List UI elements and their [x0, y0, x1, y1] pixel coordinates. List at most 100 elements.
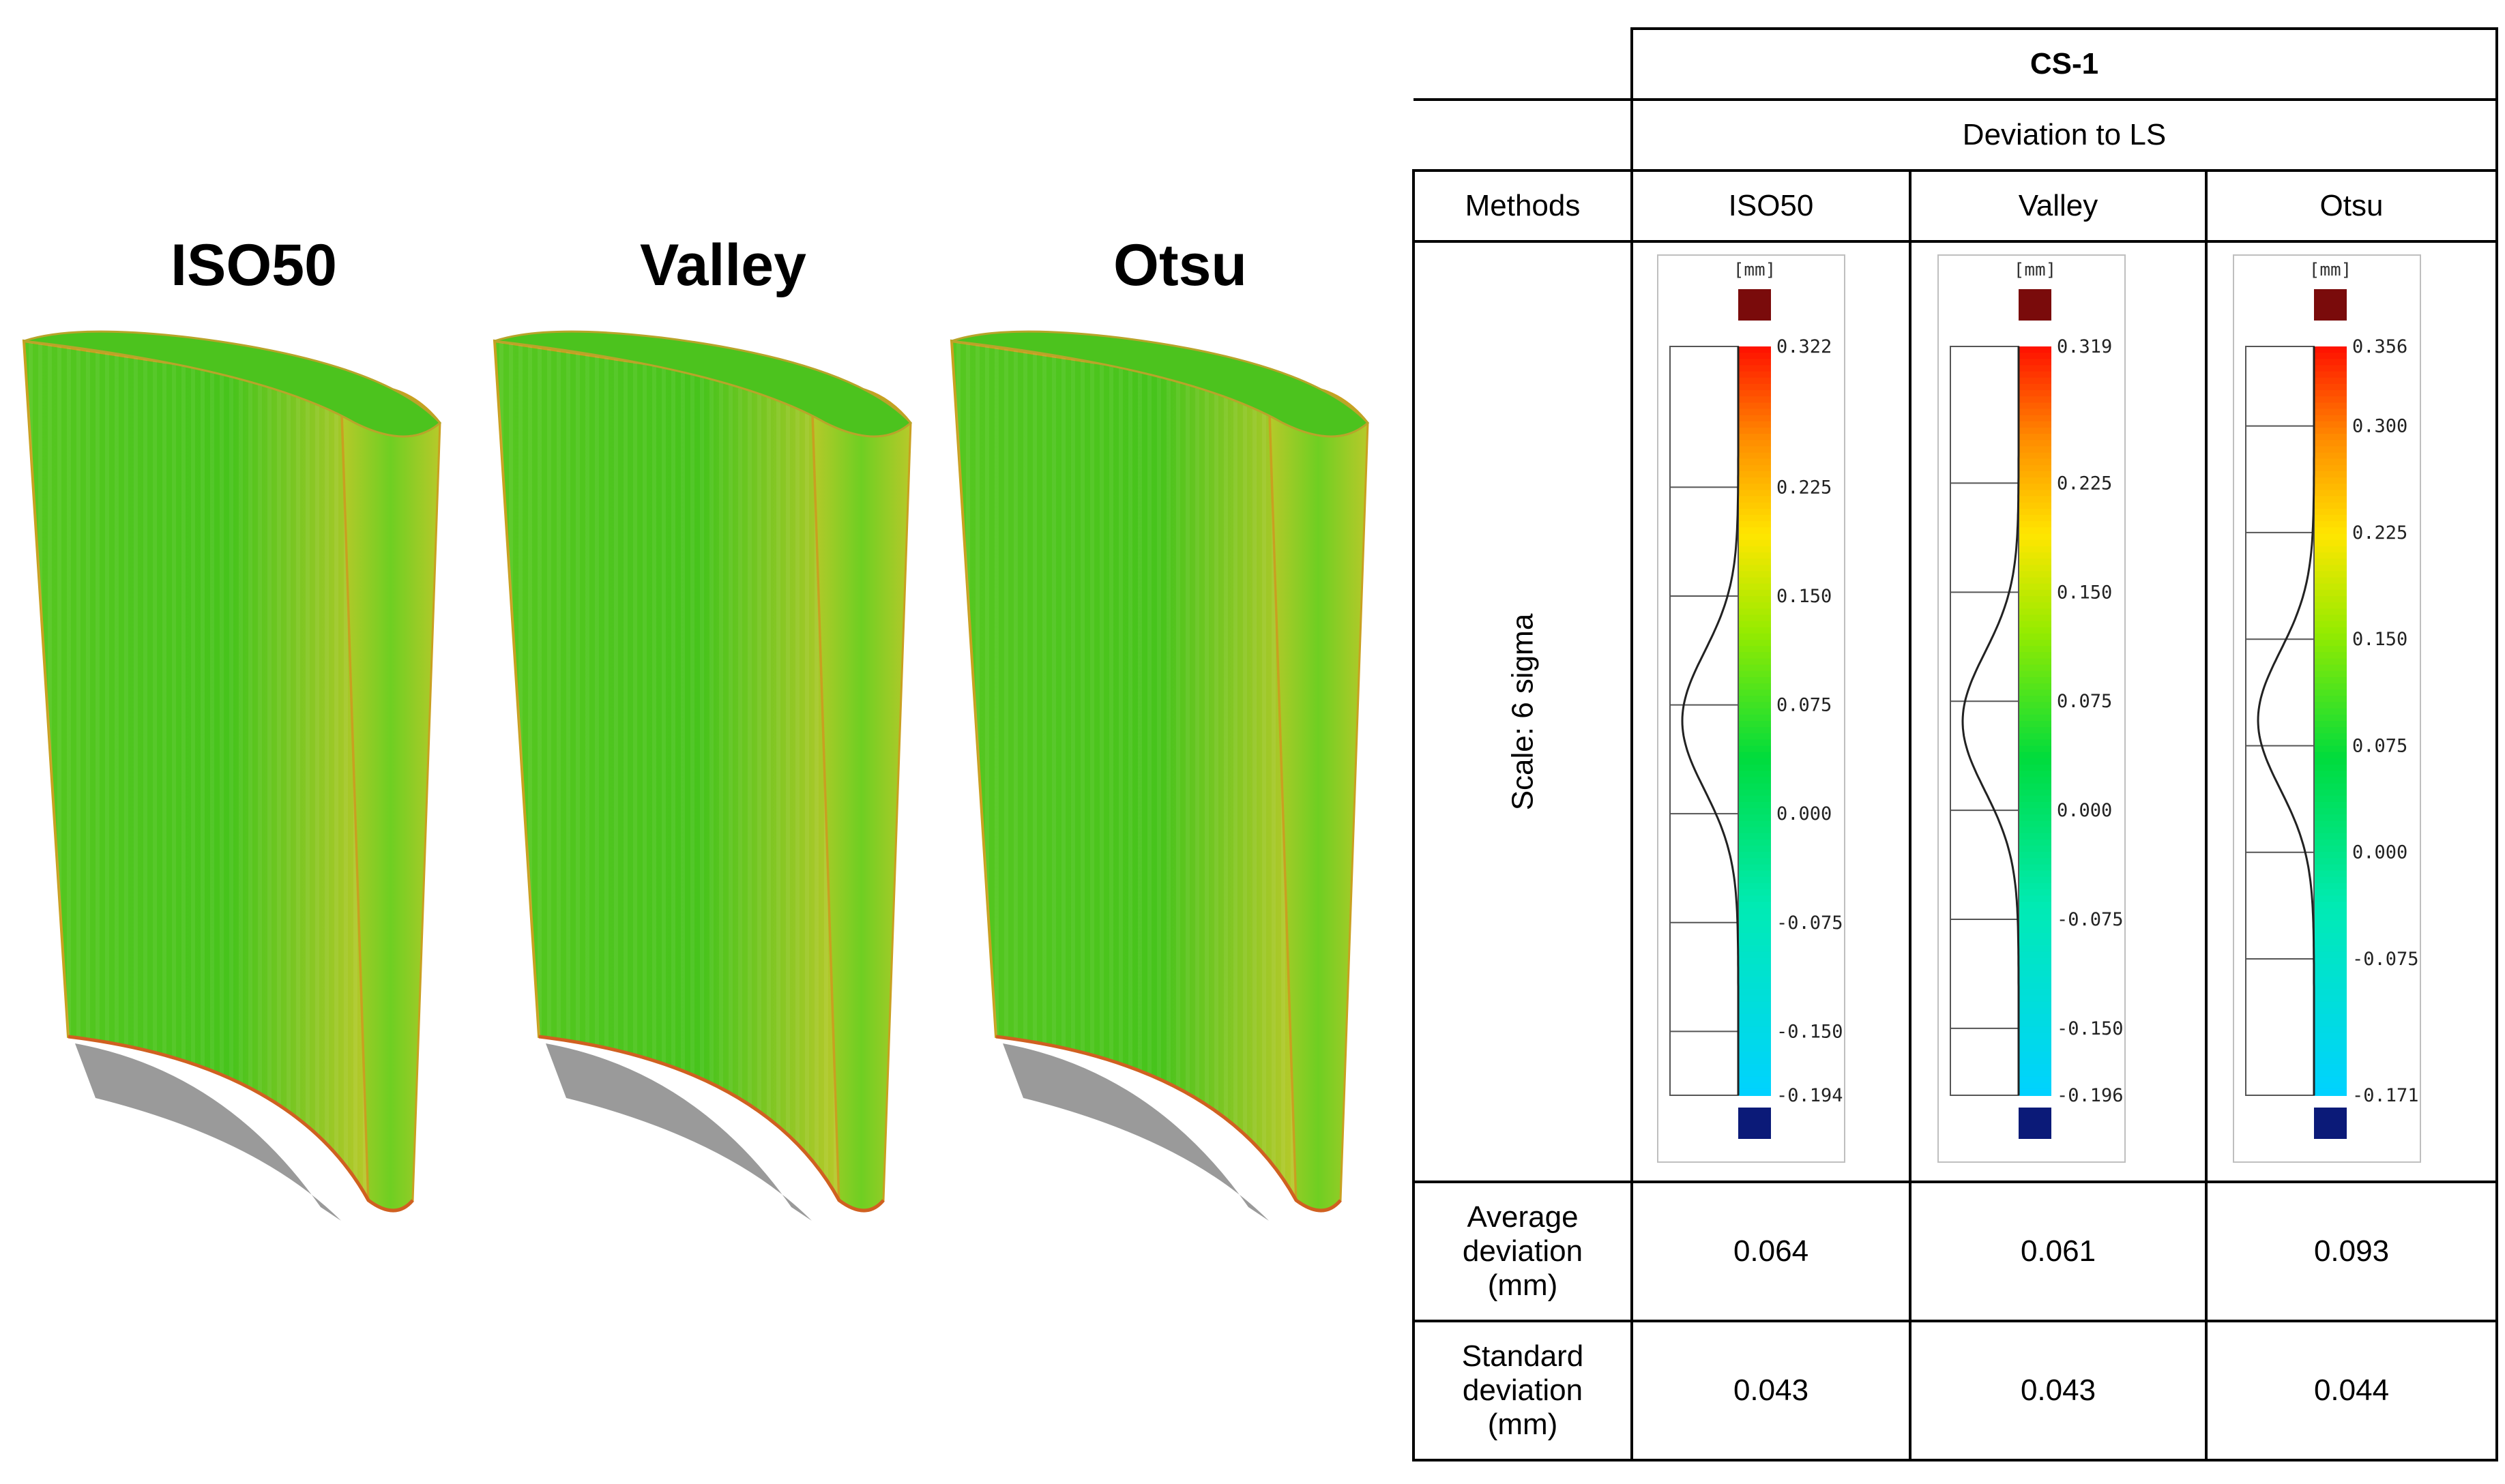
- legend-color-band: [1738, 396, 1771, 404]
- legend-distribution-curve: [1681, 346, 1740, 1095]
- legend-color-band: [2019, 602, 2051, 610]
- legend-color-band: [2019, 833, 2051, 840]
- legend-color-band: [1738, 1064, 1771, 1071]
- legend-color-band: [1738, 745, 1771, 753]
- legend-color-band: [2314, 702, 2347, 709]
- legend-color-band: [1738, 546, 1771, 553]
- legend-color-band: [2019, 714, 2051, 722]
- legend-color-band: [1738, 902, 1771, 909]
- legend-color-band: [2019, 889, 2051, 897]
- legend-color-band: [1738, 583, 1771, 591]
- standard-deviation-iso50: 0.043: [1630, 1320, 1911, 1461]
- legend-color-band: [2019, 721, 2051, 728]
- legend-color-band: [1738, 415, 1771, 422]
- legend-color-band: [2314, 640, 2347, 647]
- legend-unit: [mm]: [2309, 260, 2352, 280]
- legend-color-band: [2019, 539, 2051, 547]
- legend-color-band: [2019, 652, 2051, 659]
- legend-color-band: [2314, 409, 2347, 416]
- legend-color-band: [1738, 533, 1771, 541]
- legend-color-band: [2019, 471, 2051, 479]
- legend-color-band: [1738, 721, 1771, 728]
- legend-color-band: [2314, 477, 2347, 485]
- legend-color-band: [2314, 596, 2347, 604]
- legend-color-band: [1738, 1033, 1771, 1040]
- legend-color-band: [1738, 1051, 1771, 1059]
- legend-color-band: [1738, 421, 1771, 428]
- legend-color-band: [2314, 977, 2347, 984]
- legend-color-band: [1738, 1007, 1771, 1015]
- legend-color-band: [2314, 571, 2347, 578]
- legend-under-limit: [1738, 1108, 1771, 1139]
- legend-color-band: [1738, 708, 1771, 715]
- legend-color-band: [2314, 1020, 2347, 1028]
- legend-color-band: [2314, 846, 2347, 853]
- legend-color-band: [2314, 508, 2347, 516]
- legend-color-band: [2314, 783, 2347, 790]
- legend-tick-label: 0.000: [2057, 800, 2112, 821]
- legend-color-band: [2314, 964, 2347, 971]
- model-render-otsu: [950, 330, 1370, 1221]
- legend-color-band: [2314, 434, 2347, 441]
- legend-color-band: [1738, 820, 1771, 828]
- legend-color-band: [2019, 689, 2051, 697]
- legend-distribution-curve: [2257, 346, 2315, 1095]
- legend-color-band: [1738, 995, 1771, 1003]
- legend-color-band: [2314, 415, 2347, 422]
- legend-color-band: [2314, 926, 2347, 934]
- legend-color-band: [1738, 371, 1771, 379]
- legend-color-band: [2314, 1070, 2347, 1078]
- legend-color-band: [2314, 646, 2347, 653]
- legend-color-band: [2019, 1007, 2051, 1015]
- legend-color-band: [2019, 1039, 2051, 1046]
- legend-color-band: [1738, 908, 1771, 915]
- legend-color-band: [1738, 846, 1771, 853]
- legend-tick-label: 0.300: [2352, 416, 2407, 437]
- legend-color-band: [1738, 409, 1771, 416]
- legend-color-band: [1738, 627, 1771, 634]
- legend-color-band: [1738, 839, 1771, 846]
- legend-color-band: [1738, 359, 1771, 366]
- legend-color-band: [2314, 1001, 2347, 1009]
- legend-color-band: [1738, 783, 1771, 790]
- legend-color-band: [2019, 390, 2051, 398]
- sub-header: Deviation to LS: [1630, 98, 2498, 172]
- legend-color-band: [1738, 383, 1771, 391]
- legend-color-band: [2019, 670, 2051, 678]
- legend-color-band: [2019, 858, 2051, 865]
- model-shadow: [1003, 1043, 1269, 1221]
- legend-color-band: [2314, 589, 2347, 597]
- legend-color-band: [2019, 1045, 2051, 1052]
- legend-color-band: [2019, 477, 2051, 485]
- legend-color-band: [1738, 758, 1771, 766]
- legend-color-band: [2019, 640, 2051, 647]
- legend-color-band: [2019, 527, 2051, 535]
- legend-color-band: [2019, 346, 2051, 354]
- legend-color-band: [2019, 1014, 2051, 1022]
- legend-color-band: [2019, 565, 2051, 572]
- legend-color-band: [2314, 801, 2347, 810]
- legend-color-band: [1738, 696, 1771, 703]
- legend-color-band: [2314, 1082, 2347, 1090]
- legend-color-band: [1738, 683, 1771, 691]
- legend-color-band: [2019, 365, 2051, 372]
- legend-color-band: [2314, 577, 2347, 584]
- legend-color-band: [2019, 571, 2051, 578]
- legend-color-band: [1738, 777, 1771, 784]
- legend-color-band: [2314, 664, 2347, 672]
- legend-color-band: [1738, 733, 1771, 741]
- legend-color-band: [2019, 621, 2051, 628]
- legend-color-band: [2019, 1058, 2051, 1065]
- legend-color-band: [2314, 484, 2347, 491]
- legend-color-band: [2314, 602, 2347, 610]
- legend-color-band: [1738, 951, 1771, 959]
- legend-color-band: [2314, 727, 2347, 734]
- legend-color-band: [2314, 371, 2347, 379]
- legend-color-band: [2019, 484, 2051, 491]
- legend-color-band: [2019, 820, 2051, 828]
- legend-color-band: [1738, 983, 1771, 990]
- legend-color-band: [1738, 765, 1771, 772]
- legend-color-band: [1738, 958, 1771, 965]
- legend-color-band: [2314, 739, 2347, 747]
- legend-color-band: [2019, 1026, 2051, 1034]
